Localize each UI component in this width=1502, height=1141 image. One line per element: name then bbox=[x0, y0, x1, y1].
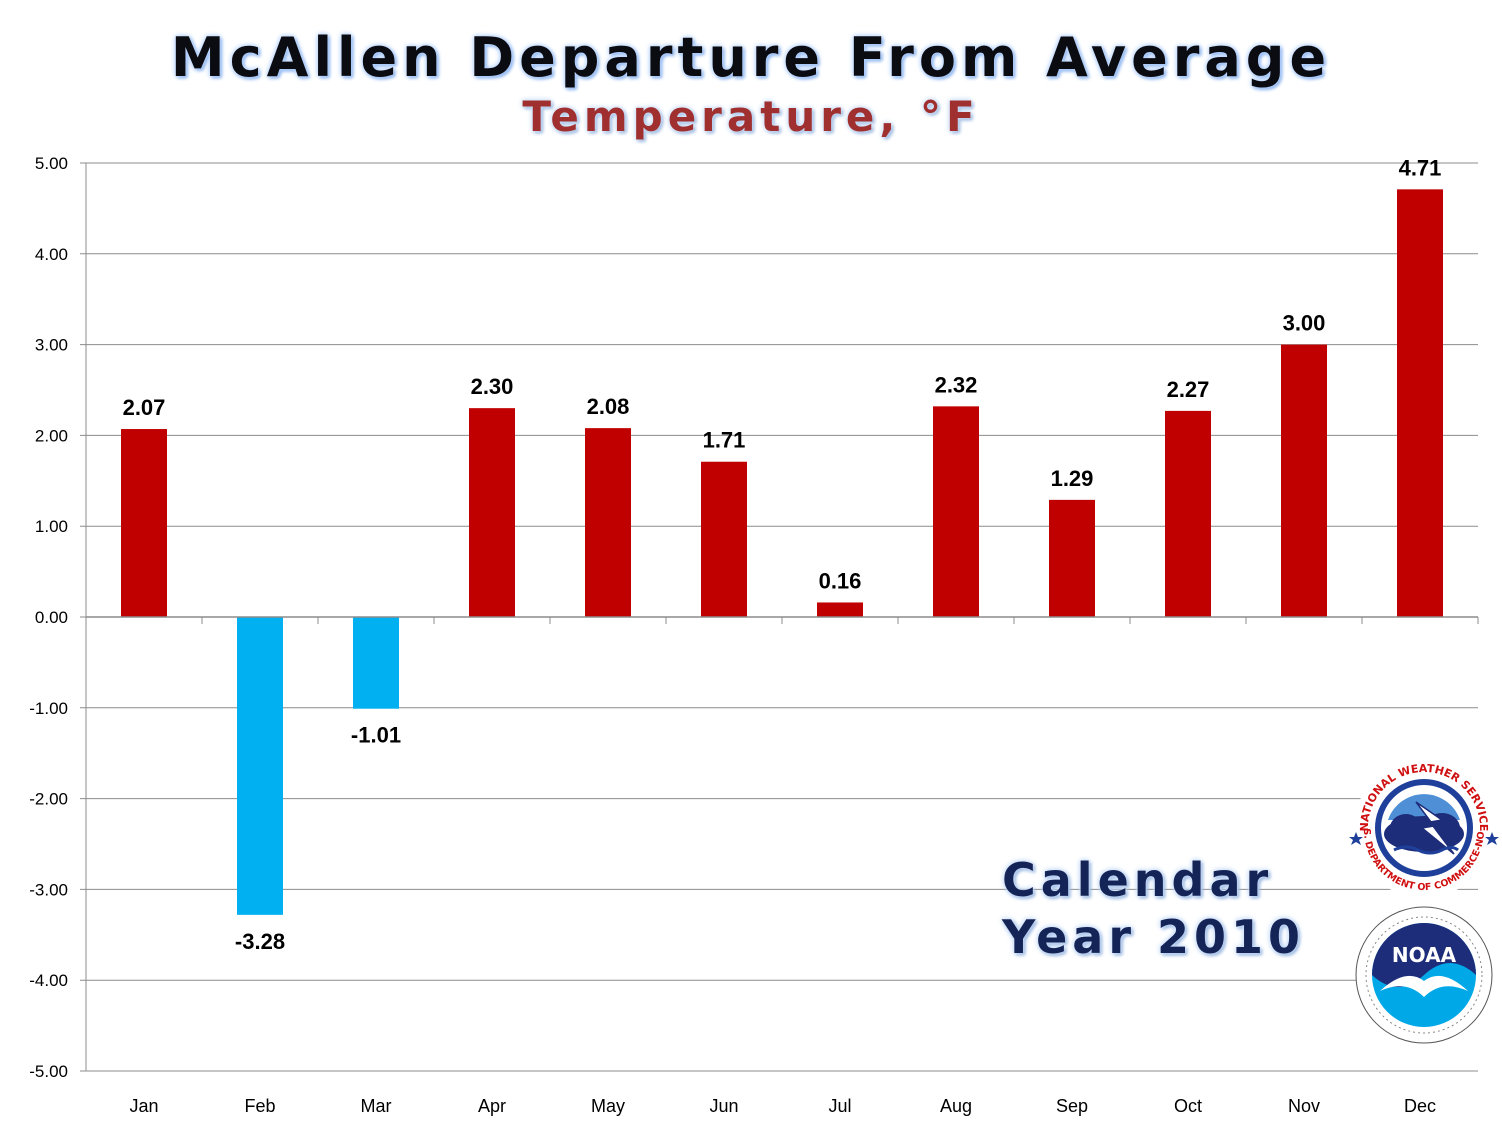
y-tick-label: -4.00 bbox=[29, 971, 68, 990]
bar-nov bbox=[1281, 344, 1327, 617]
data-labels: 2.07 -3.28 -1.01 2.30 2.08 1.71 0.16 2.32 1.29 2.… bbox=[123, 155, 1442, 953]
data-label: 2.27 bbox=[1167, 377, 1210, 402]
x-tick-label: Mar bbox=[361, 1096, 392, 1116]
bar-aug bbox=[933, 406, 979, 617]
noaa-logo-icon: NOAA bbox=[1355, 906, 1493, 1044]
data-label: 2.08 bbox=[587, 394, 630, 419]
y-tick-label: -5.00 bbox=[29, 1062, 68, 1081]
chart-subtitle: Temperature, °F bbox=[522, 92, 980, 141]
y-tick-label: 3.00 bbox=[35, 336, 68, 355]
data-label: 2.07 bbox=[123, 395, 166, 420]
data-label: 4.71 bbox=[1399, 155, 1442, 180]
x-tick-label: Oct bbox=[1174, 1096, 1202, 1116]
bar-jun bbox=[701, 461, 747, 617]
x-tick-label: Nov bbox=[1288, 1096, 1320, 1116]
noaa-logo-text: NOAA bbox=[1392, 943, 1457, 967]
annotation-year: Year 2010 bbox=[1002, 910, 1306, 964]
bar-may bbox=[585, 428, 631, 617]
bar-jul bbox=[817, 602, 863, 617]
x-tick-label: Sep bbox=[1056, 1096, 1088, 1116]
bar-sep bbox=[1049, 499, 1095, 617]
data-label: 3.00 bbox=[1283, 311, 1326, 336]
y-tick-label: 5.00 bbox=[35, 154, 68, 173]
bar-dec bbox=[1397, 189, 1443, 617]
x-tick-label: Dec bbox=[1404, 1096, 1436, 1116]
data-label: 1.71 bbox=[703, 428, 746, 453]
y-tick-label: 1.00 bbox=[35, 517, 68, 536]
annotation-calendar: Calendar bbox=[1002, 853, 1274, 907]
data-label: 2.32 bbox=[935, 372, 978, 397]
y-tick-label: -2.00 bbox=[29, 790, 68, 809]
chart-title: McAllen Departure From Average bbox=[170, 26, 1332, 89]
x-tick-label: Jan bbox=[129, 1096, 158, 1116]
x-tick-label: Apr bbox=[478, 1096, 506, 1116]
data-label: 0.16 bbox=[819, 568, 862, 593]
data-label: 2.30 bbox=[471, 374, 514, 399]
x-tick-label: May bbox=[591, 1096, 625, 1116]
bar-mar bbox=[353, 617, 399, 709]
bar-oct bbox=[1165, 410, 1211, 617]
bar-feb bbox=[237, 617, 283, 915]
x-tick-label: Jun bbox=[709, 1096, 738, 1116]
bar-jan bbox=[121, 429, 167, 617]
axes: 5.00 4.00 3.00 2.00 1.00 0.00 -1.00 -2.00 -3.00 -… bbox=[29, 154, 1479, 1116]
y-tick-label: -3.00 bbox=[29, 880, 68, 899]
data-label: 1.29 bbox=[1051, 466, 1094, 491]
y-tick-label: 2.00 bbox=[35, 426, 68, 445]
y-tick-label: 0.00 bbox=[35, 608, 68, 627]
x-tick-label: Feb bbox=[244, 1096, 275, 1116]
y-tick-label: -1.00 bbox=[29, 699, 68, 718]
bars bbox=[121, 189, 1443, 915]
bar-apr bbox=[469, 408, 515, 617]
data-label: -1.01 bbox=[351, 723, 401, 748]
nws-logo-icon: NATIONAL WEATHER SERVICE U.S. DEPARTMENT… bbox=[1346, 750, 1499, 898]
x-tick-label: Aug bbox=[940, 1096, 972, 1116]
x-tick-label: Jul bbox=[828, 1096, 851, 1116]
y-tick-label: 4.00 bbox=[35, 245, 68, 264]
data-label: -3.28 bbox=[235, 929, 285, 954]
